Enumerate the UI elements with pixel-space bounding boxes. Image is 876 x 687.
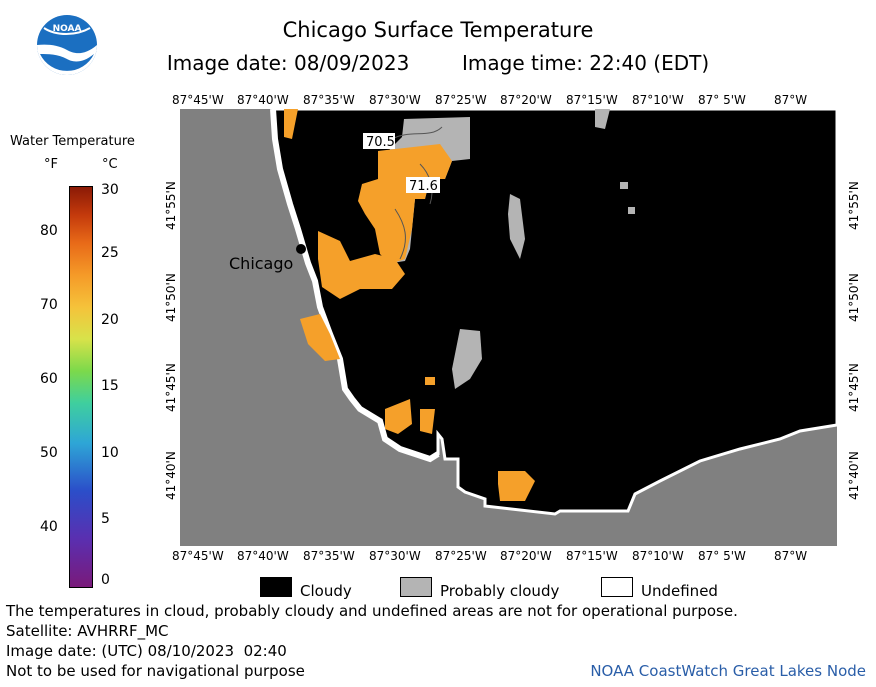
cloudy-label: Cloudy bbox=[300, 582, 352, 600]
colorbar-title: Water Temperature bbox=[10, 134, 135, 149]
lon-label-top: 87°40'W bbox=[237, 93, 289, 107]
lat-label-left: 41°50'N bbox=[164, 273, 178, 322]
lon-label-top: 87°25'W bbox=[435, 93, 487, 107]
page-title: Chicago Surface Temperature bbox=[282, 18, 594, 42]
fahrenheit-tick: 80 bbox=[40, 223, 58, 239]
lon-label-top: 87°20'W bbox=[500, 93, 552, 107]
lat-label-right: 41°45'N bbox=[847, 363, 861, 412]
lon-label-bottom: 87°40'W bbox=[237, 549, 289, 563]
fahrenheit-tick: 60 bbox=[40, 371, 58, 387]
lon-label-bottom: 87°W bbox=[774, 549, 808, 563]
utc-date-text: Image date: (UTC) 08/10/2023 02:40 bbox=[6, 642, 287, 660]
temp-label-1: 70.5 bbox=[366, 135, 395, 150]
lat-label-right: 41°40'N bbox=[847, 451, 861, 500]
lat-label-left: 41°45'N bbox=[164, 363, 178, 412]
colorbar-unit-c: °C bbox=[102, 157, 118, 172]
celsius-tick: 30 bbox=[101, 182, 119, 198]
lat-label-right: 41°50'N bbox=[847, 273, 861, 322]
temp-label-2: 71.6 bbox=[409, 179, 438, 194]
lon-label-bottom: 87° 5'W bbox=[698, 549, 746, 563]
undefined-swatch bbox=[601, 577, 633, 597]
subtitle: Image date: 08/09/2023 Image time: 22:40… bbox=[0, 51, 876, 75]
credit-text: NOAA CoastWatch Great Lakes Node bbox=[590, 662, 866, 680]
lon-label-top: 87°35'W bbox=[303, 93, 355, 107]
celsius-tick: 25 bbox=[101, 245, 119, 261]
city-label: Chicago bbox=[229, 254, 293, 273]
undefined-label: Undefined bbox=[641, 582, 718, 600]
colorbar-unit-f: °F bbox=[44, 157, 58, 172]
celsius-tick: 5 bbox=[101, 511, 110, 527]
celsius-tick: 10 bbox=[101, 445, 119, 461]
probably-cloudy-label: Probably cloudy bbox=[440, 582, 560, 600]
chicago-marker bbox=[296, 244, 306, 254]
fahrenheit-tick: 50 bbox=[40, 445, 58, 461]
lon-label-bottom: 87°35'W bbox=[303, 549, 355, 563]
nav-warning-text: Not to be used for navigational purpose bbox=[6, 662, 305, 680]
temperature-colorbar bbox=[69, 186, 93, 588]
lon-label-bottom: 87°10'W bbox=[632, 549, 684, 563]
celsius-tick: 15 bbox=[101, 378, 119, 394]
lat-label-left: 41°55'N bbox=[164, 181, 178, 230]
disclaimer-text: The temperatures in cloud, probably clou… bbox=[6, 602, 738, 620]
lat-label-left: 41°40'N bbox=[164, 451, 178, 500]
lon-label-bottom: 87°30'W bbox=[369, 549, 421, 563]
noaa-logo: NOAA bbox=[36, 14, 98, 76]
lon-label-top: 87°45'W bbox=[172, 93, 224, 107]
lon-label-top: 87°30'W bbox=[369, 93, 421, 107]
lon-label-bottom: 87°25'W bbox=[435, 549, 487, 563]
lon-label-top: 87°10'W bbox=[632, 93, 684, 107]
temperature-map: 70.5 71.6 Chicago bbox=[180, 109, 837, 546]
probably-cloudy-swatch bbox=[400, 577, 432, 597]
celsius-tick: 0 bbox=[101, 572, 110, 588]
image-date: Image date: 08/09/2023 bbox=[166, 51, 410, 75]
lon-label-top: 87° 5'W bbox=[698, 93, 746, 107]
celsius-tick: 20 bbox=[101, 312, 119, 328]
lat-label-right: 41°55'N bbox=[847, 181, 861, 230]
lon-label-top: 87°15'W bbox=[566, 93, 618, 107]
lon-label-bottom: 87°20'W bbox=[500, 549, 552, 563]
satellite-text: Satellite: AVHRRF_MC bbox=[6, 622, 169, 640]
cloudy-swatch bbox=[260, 577, 292, 597]
image-time: Image time: 22:40 (EDT) bbox=[462, 51, 710, 75]
lon-label-top: 87°W bbox=[774, 93, 808, 107]
fahrenheit-tick: 70 bbox=[40, 297, 58, 313]
logo-text: NOAA bbox=[52, 24, 82, 34]
lon-label-bottom: 87°15'W bbox=[566, 549, 618, 563]
lon-label-bottom: 87°45'W bbox=[172, 549, 224, 563]
fahrenheit-tick: 40 bbox=[40, 519, 58, 535]
